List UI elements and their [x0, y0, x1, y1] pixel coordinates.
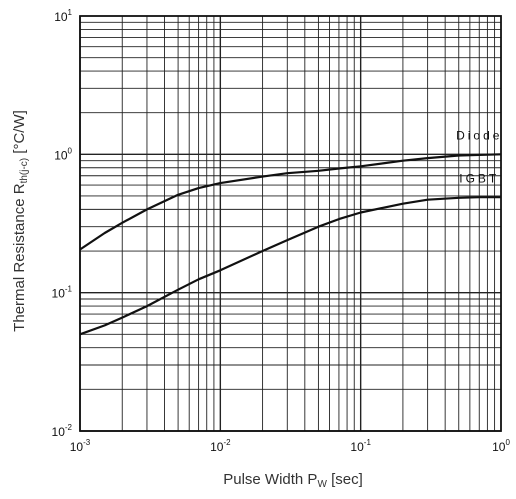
x-axis-title: Pulse Width PW [sec] [223, 471, 363, 490]
y-axis-title-unit: [°C/W] [11, 110, 28, 158]
y-tick-label: 10-2 [52, 423, 73, 439]
x-tick-label: 10-1 [350, 438, 371, 454]
x-tick-label: 10-2 [210, 438, 231, 454]
series-line-diode [79, 153, 502, 251]
y-tick-label: 101 [54, 8, 72, 24]
plot-frame [79, 15, 502, 432]
series-lines [79, 153, 502, 336]
series-line-igbt [79, 196, 501, 336]
x-tick-label: 100 [492, 438, 510, 454]
y-axis-title-main: Thermal Resistance R [11, 183, 28, 332]
y-axis-title-sub: th(j-c) [19, 158, 30, 184]
grid [79, 15, 502, 432]
y-axis-title: Thermal Resistance Rth(j-c) [°C/W] [11, 110, 30, 332]
y-tick-label: 10-1 [52, 285, 73, 301]
x-axis-title-main: Pulse Width P [223, 471, 317, 488]
x-axis-title-sub: W [317, 479, 327, 490]
y-tick-label: 100 [54, 146, 72, 162]
series-labels: Diode IGBT [456, 129, 502, 186]
series-label-diode: Diode [456, 129, 502, 143]
series-label-igbt: IGBT [459, 171, 499, 185]
x-tick-label: 10-3 [70, 438, 91, 454]
x-axis-title-unit: [sec] [327, 471, 363, 488]
